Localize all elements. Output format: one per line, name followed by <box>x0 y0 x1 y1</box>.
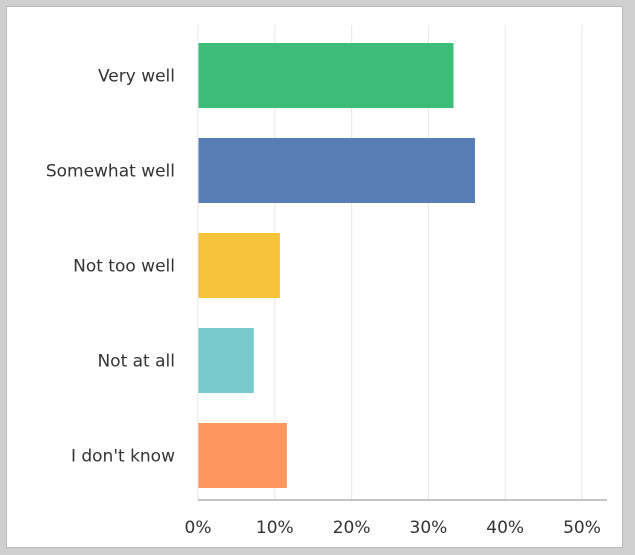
bar-not-at-all <box>198 328 254 393</box>
category-label: Somewhat well <box>46 162 175 182</box>
category-label: I don't know <box>71 447 175 467</box>
bar-very-well <box>198 43 454 108</box>
category-label: Not too well <box>73 257 175 277</box>
category-labels: Very well Somewhat well Not too well Not at… <box>46 67 175 467</box>
bar-somewhat-well <box>198 138 475 203</box>
bar-not-too-well <box>198 233 280 298</box>
category-label: Not at all <box>97 352 175 372</box>
x-tick-label: 50% <box>563 518 601 538</box>
x-tick-label: 30% <box>410 518 448 538</box>
category-label: Very well <box>98 67 175 87</box>
x-tick-label: 0% <box>185 518 212 538</box>
bar-i-don-t-know <box>198 423 287 488</box>
bars <box>198 43 475 488</box>
x-axis-ticks: 0% 10% 20% 30% 40% 50% <box>185 518 601 538</box>
x-tick-label: 40% <box>486 518 524 538</box>
x-tick-label: 10% <box>256 518 294 538</box>
x-tick-label: 20% <box>333 518 371 538</box>
